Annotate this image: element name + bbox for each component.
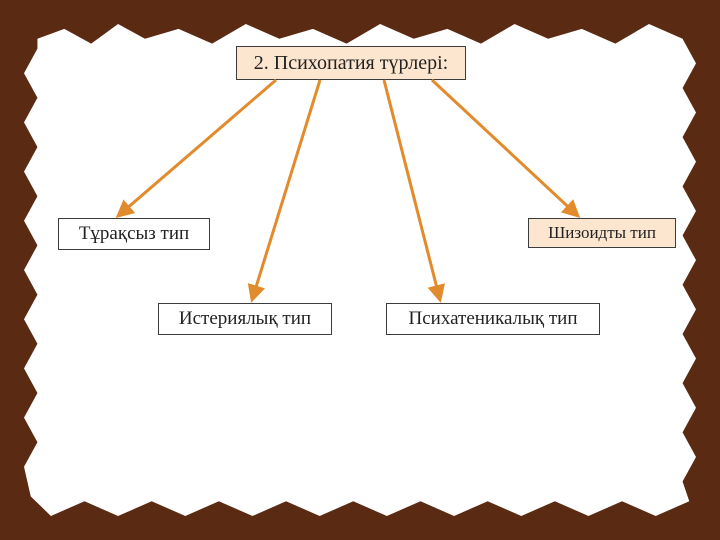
leaf-box-type4: Шизоидты тип xyxy=(528,218,676,248)
slide-frame: 2. Психопатия түрлері: Тұрақсыз тип Шизо… xyxy=(0,0,720,540)
title-box: 2. Психопатия түрлері: xyxy=(236,46,466,80)
paper-background xyxy=(24,24,696,516)
leaf-box-type3: Психатеникалық тип xyxy=(386,303,600,335)
leaf-box-type1: Тұрақсыз тип xyxy=(58,218,210,250)
leaf-box-type2: Истериялық тип xyxy=(158,303,332,335)
